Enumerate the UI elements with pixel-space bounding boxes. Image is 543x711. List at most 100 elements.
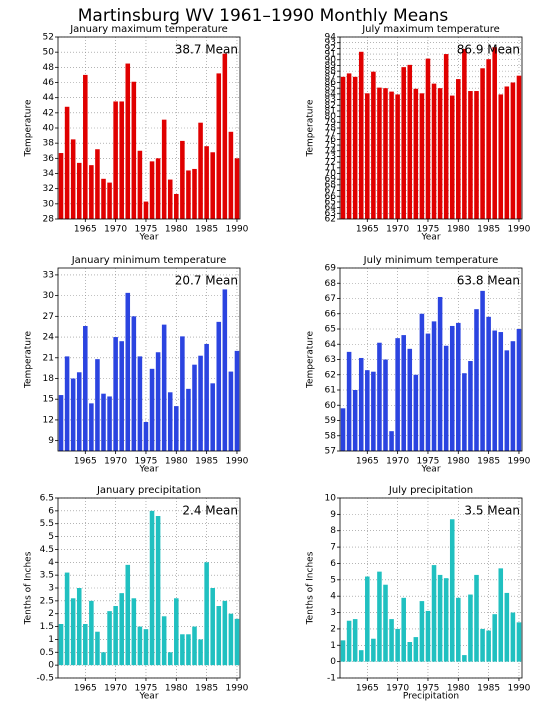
x-axis-label: Year — [138, 692, 158, 702]
bar — [474, 91, 479, 219]
bar — [95, 149, 100, 219]
y-tick-label: 36 — [43, 154, 55, 164]
bar — [377, 342, 382, 451]
bar — [340, 408, 346, 451]
bar — [510, 612, 516, 662]
x-tick-label: 1970 — [104, 225, 127, 235]
bar — [516, 75, 522, 219]
bar — [167, 652, 173, 666]
bar — [346, 73, 352, 220]
bar — [419, 601, 425, 662]
y-tick-label: 64 — [325, 203, 337, 213]
x-tick-label: 1990 — [226, 684, 249, 694]
x-tick-label: 1975 — [417, 225, 440, 235]
y-tick-label: 42 — [43, 108, 54, 118]
bar — [371, 638, 376, 662]
y-tick-label: 70 — [325, 169, 337, 179]
bar — [186, 388, 191, 451]
bar — [395, 628, 400, 662]
y-tick-label: 33 — [43, 270, 54, 280]
y-tick-label: 18 — [43, 374, 55, 384]
bar — [456, 597, 461, 662]
bar — [346, 620, 352, 662]
plot-frame — [339, 497, 523, 679]
y-tick-label: 57 — [325, 447, 336, 457]
bar — [510, 341, 516, 451]
x-tick-label: 1965 — [74, 225, 97, 235]
bar — [480, 68, 485, 219]
y-axis-label: Temperature — [24, 99, 34, 157]
bar — [486, 59, 491, 220]
bar — [365, 370, 370, 451]
mean-annotation: 38.7 Mean — [175, 43, 238, 57]
bar — [389, 619, 394, 662]
bar — [113, 337, 118, 451]
x-tick-label: 1965 — [356, 457, 379, 467]
bar — [89, 165, 94, 219]
y-tick-label: 3 — [330, 608, 336, 618]
bar — [89, 403, 94, 451]
y-tick-label: 40 — [43, 124, 55, 134]
x-tick-label: 1975 — [135, 684, 158, 694]
y-tick-label: 91 — [325, 50, 336, 60]
bar — [468, 361, 473, 451]
y-tick-label: 30 — [43, 291, 55, 301]
bar — [437, 574, 443, 662]
bar — [76, 588, 82, 666]
bar — [486, 630, 491, 662]
x-axis-label: Precipitation — [403, 692, 459, 702]
y-tick-label: 46 — [43, 78, 55, 88]
bar — [192, 364, 197, 451]
y-tick-label: 2 — [330, 624, 336, 634]
x-tick-label: 1990 — [508, 684, 531, 694]
bar — [228, 131, 234, 219]
bar — [174, 598, 179, 666]
bar — [192, 626, 197, 666]
y-tick-label: 63 — [325, 209, 336, 219]
panel-title: January precipitation — [96, 485, 201, 496]
y-tick-label: 6 — [330, 559, 336, 569]
bar — [419, 93, 425, 219]
bar — [474, 309, 479, 451]
x-tick-label: 1985 — [195, 684, 218, 694]
bar — [413, 88, 419, 219]
x-tick-label: 1985 — [195, 457, 218, 467]
bar — [198, 122, 203, 219]
y-tick-label: 27 — [43, 312, 54, 322]
bar — [161, 324, 167, 451]
bar — [192, 168, 197, 219]
plot-frame — [339, 36, 523, 220]
bar — [83, 74, 88, 220]
bar — [346, 351, 352, 451]
bar — [107, 396, 112, 451]
bar — [119, 593, 124, 666]
bar — [413, 637, 419, 662]
bar — [83, 624, 88, 666]
mean-annotation: 20.7 Mean — [175, 274, 238, 288]
y-tick-label: 79 — [325, 118, 337, 128]
y-tick-label: 4 — [330, 592, 336, 602]
page-title: Martinsburg WV 1961–1990 Monthly Means — [78, 6, 449, 26]
bar — [401, 67, 406, 219]
y-tick-label: 38 — [43, 139, 55, 149]
x-axis-label: Year — [138, 465, 158, 475]
bar — [101, 178, 106, 219]
x-tick-label: 1980 — [447, 457, 470, 467]
x-tick-label: 1970 — [386, 684, 409, 694]
y-tick-label: 90 — [325, 55, 337, 65]
y-tick-label: 1.5 — [40, 622, 54, 632]
bar — [161, 616, 167, 666]
bar — [89, 600, 94, 666]
bar — [234, 618, 240, 666]
y-tick-label: 2 — [48, 609, 54, 619]
bar — [443, 345, 449, 451]
bar — [210, 152, 215, 219]
y-tick-label: 69 — [325, 264, 337, 274]
bar — [383, 584, 388, 662]
bar — [83, 326, 88, 451]
y-tick-label: 83 — [325, 95, 336, 105]
y-tick-label: 74 — [325, 146, 337, 156]
y-tick-label: 86 — [325, 78, 337, 88]
y-tick-label: 92 — [325, 44, 336, 54]
panel-title: January maximum temperature — [69, 24, 228, 35]
